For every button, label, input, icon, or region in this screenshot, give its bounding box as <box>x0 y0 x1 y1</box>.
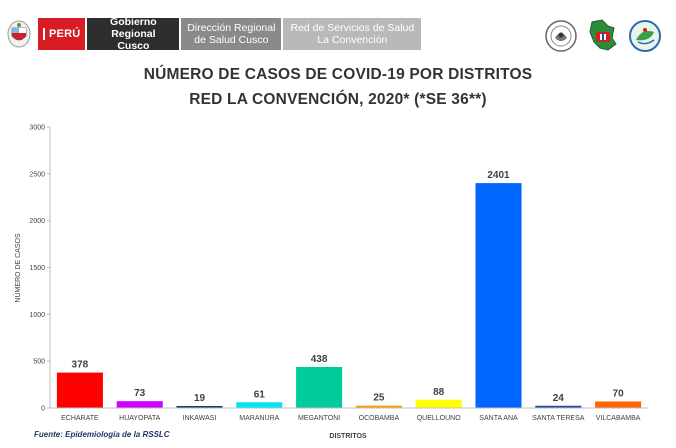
y-tick-label: 1500 <box>29 265 45 272</box>
gobierno-regional-box: Gobierno Regional Cusco <box>87 16 180 52</box>
header-bar: PERÚ Gobierno Regional Cusco Dirección R… <box>0 0 676 60</box>
chart-title-line1: NÚMERO DE CASOS DE COVID-19 POR DISTRITO… <box>143 66 533 83</box>
peru-label: PERÚ <box>43 28 80 40</box>
bar-echarate <box>56 372 103 408</box>
bar-santa-teresa <box>535 405 582 408</box>
data-label: 2401 <box>487 170 510 181</box>
x-category-label: INKAWASI <box>183 415 217 422</box>
x-category-label: MEGANTONI <box>298 415 340 422</box>
y-axis: 0 500 1000 1500 2000 2500 3000 <box>29 125 51 413</box>
gobierno-line1: Gobierno Regional <box>110 16 157 40</box>
data-label: 19 <box>194 393 206 404</box>
x-category-label: SANTA TERESA <box>532 415 585 422</box>
bar-maranura <box>236 402 283 408</box>
bar-vilcabamba <box>595 401 642 408</box>
data-label: 438 <box>311 354 328 365</box>
peru-badge: PERÚ <box>38 18 86 50</box>
y-tick-label: 500 <box>33 359 45 366</box>
x-category-label: ECHARATE <box>61 415 99 422</box>
y-tick-label: 2500 <box>29 171 45 178</box>
x-category-label: SANTA ANA <box>479 415 518 422</box>
direccion-line1: Dirección Regional <box>187 22 276 34</box>
data-label: 378 <box>72 360 89 371</box>
y-tick-label: 0 <box>41 406 45 413</box>
regional-map-logo-icon <box>586 18 620 54</box>
x-category-label: VILCABAMBA <box>596 415 641 422</box>
x-category-label: HUAYOPATA <box>119 415 160 422</box>
source-note: Fuente: Epidemiología de la RSSLC <box>34 430 170 439</box>
y-axis-label: NÚMERO DE CASOS <box>13 233 22 303</box>
bar-santa-ana <box>475 183 522 408</box>
data-label: 61 <box>254 389 266 400</box>
data-label: 70 <box>613 388 625 399</box>
y-tick-label: 1000 <box>29 312 45 319</box>
institution-logos <box>544 18 662 54</box>
x-category-label: OCOBAMBA <box>359 415 400 422</box>
bars-group: 378 73 19 61 438 25 88 2401 24 70 <box>56 170 642 408</box>
direccion-regional-box: Dirección Regional de Salud Cusco <box>181 18 282 50</box>
data-label: 73 <box>134 388 146 399</box>
x-category-label: MARANURA <box>239 415 279 422</box>
data-label: 88 <box>433 387 445 398</box>
chart-title-line2: RED LA CONVENCIÓN, 2020* (*SE 36**) <box>189 91 487 108</box>
y-tick-label: 2000 <box>29 218 45 225</box>
bar-inkawasi <box>176 406 223 408</box>
bar-ocobamba <box>355 405 402 408</box>
x-axis: ECHARATE HUAYOPATA INKAWASI MARANURA MEGANTO… <box>50 407 648 422</box>
epidemiology-seal-icon <box>544 18 578 54</box>
bar-huayopata <box>116 401 163 408</box>
red-line1: Red de Servicios de Salud <box>290 22 415 34</box>
x-category-label: QUELLOUNO <box>417 415 462 422</box>
x-axis-label: DISTRITOS <box>329 433 367 440</box>
peru-coat-of-arms-icon <box>4 18 34 50</box>
bar-megantoni <box>296 366 343 408</box>
government-logo-strip: PERÚ Gobierno Regional Cusco Dirección R… <box>4 16 422 52</box>
red-convencion-logo-icon <box>628 18 662 54</box>
red-line2: La Convención <box>317 34 388 46</box>
data-label: 25 <box>373 393 385 404</box>
direccion-line2: de Salud Cusco <box>194 34 269 46</box>
gobierno-line2: Cusco <box>117 40 150 52</box>
y-tick-label: 3000 <box>29 125 45 132</box>
red-servicios-box: Red de Servicios de Salud La Convención <box>283 18 422 50</box>
bar-quellouno <box>415 399 462 408</box>
data-label: 24 <box>553 393 565 404</box>
